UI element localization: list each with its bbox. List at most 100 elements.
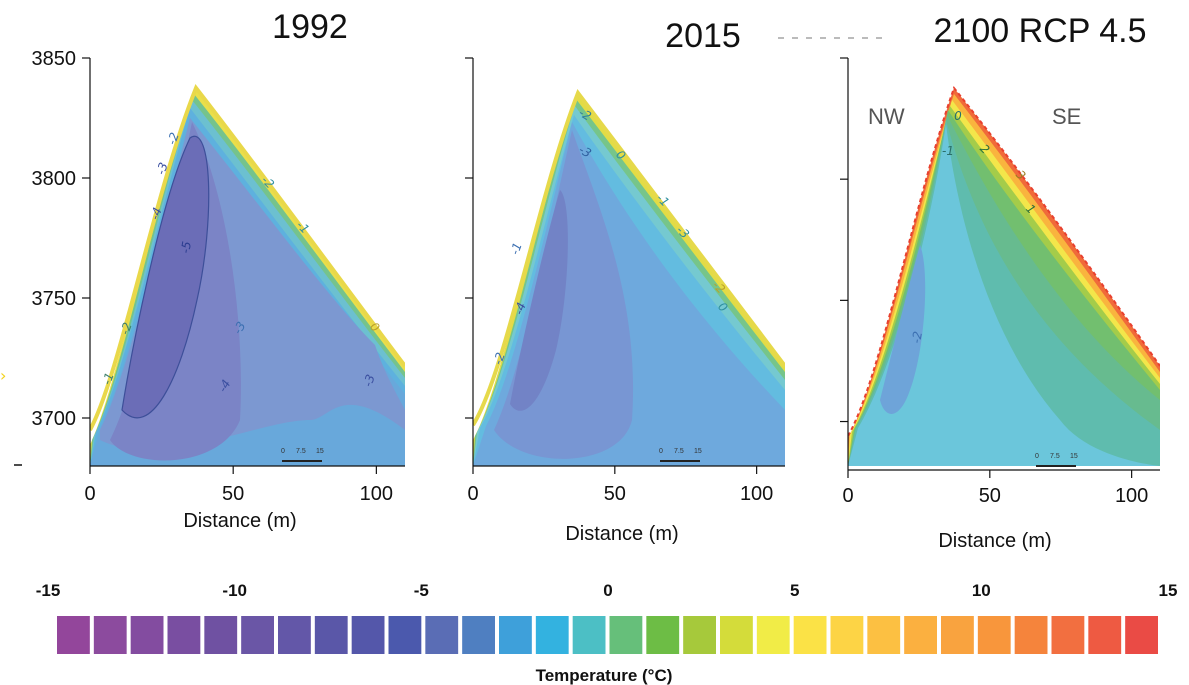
panel-2100: NW SE 0-1 231-2 0 7.5 15 0 50 100 Distance …: [840, 57, 1160, 552]
region-minus1: [848, 124, 1160, 466]
isotherm-label: -1: [508, 241, 525, 257]
panel-1992: -2-3-4-5-4-3-2-10-3-1-2 0 7.5 15 0 50 1003…: [32, 48, 405, 532]
isotherm-label: -2: [118, 321, 135, 337]
scale-bar-label: 7.5: [296, 448, 306, 455]
x-tick-label: 100: [1115, 485, 1148, 507]
y-tick-label: 3750: [32, 288, 77, 310]
isotherm-label: -1: [100, 371, 117, 387]
colorbar-swatch: [241, 616, 274, 654]
scale-bar-label: 7.5: [674, 448, 684, 455]
y-tick-label: 3850: [32, 48, 77, 70]
x-axis-label-2100: Distance (m): [938, 530, 1051, 552]
y-tick-label: 3700: [32, 408, 77, 430]
ground-surface-line: [848, 85, 1160, 437]
colorbar-swatch: [941, 616, 974, 654]
x-tick-label: 0: [842, 485, 853, 507]
y-tick-label: 3800: [32, 168, 77, 190]
colorbar-swatch: [830, 616, 864, 654]
colorbar-tick-label: -15: [36, 581, 61, 600]
x-tick-label: 100: [740, 483, 773, 505]
scale-bar-label: 0: [659, 448, 663, 455]
axes-2015: 0 50 100: [465, 57, 785, 505]
colorbar-swatch: [425, 616, 459, 654]
scale-bar-label: 15: [1070, 453, 1078, 460]
colorbar-swatch: [572, 616, 606, 654]
side-label-se: SE: [1052, 104, 1081, 129]
side-label-nw: NW: [868, 104, 905, 129]
scale-bar-label: 7.5: [1050, 453, 1060, 460]
x-tick-label: 100: [360, 483, 393, 505]
x-tick-label: 50: [604, 483, 626, 505]
colorbar-tick-label: -10: [222, 581, 247, 600]
region-minus4: [510, 190, 568, 411]
colorbar-swatch: [57, 616, 90, 654]
isotherm-label: -2: [491, 351, 508, 367]
x-tick-label: 0: [84, 483, 95, 505]
colorbar-swatch: [499, 616, 532, 654]
colorbar-swatch: [130, 616, 164, 654]
colorbar-tick-label: 15: [1159, 581, 1178, 600]
isotherm-label: -2: [909, 330, 925, 344]
colorbar-swatch: [793, 616, 827, 654]
colorbar-swatch: [278, 616, 311, 654]
isotherm-label: -4: [512, 301, 529, 317]
ground-surface-line: [473, 88, 785, 427]
scale-bar-2100: 0 7.5 15: [1035, 453, 1078, 467]
colorbar: -15 -10 -5 0 5 10 15: [36, 581, 1178, 654]
scale-bar-label: 0: [1035, 453, 1039, 460]
scale-bar-label: 15: [694, 448, 702, 455]
isotherm-label: -4: [148, 206, 165, 222]
colorbar-swatch: [314, 616, 348, 654]
colorbar-swatch: [683, 616, 716, 654]
isotherm-label: -5: [178, 240, 194, 254]
panel-2015: -2-3-4-1-20-1-3-20 0 7.5 15 0 50 100 Dista…: [465, 57, 785, 545]
colorbar-swatch: [720, 616, 753, 654]
colorbar-tick-label: 5: [790, 581, 799, 600]
colorbar-swatch: [388, 616, 422, 654]
x-axis-label-2015: Distance (m): [565, 523, 678, 545]
colorbar-swatch: [351, 616, 385, 654]
panel-title-2015: 2015: [665, 17, 741, 55]
colorbar-swatch: [1125, 616, 1158, 654]
colorbar-swatch: [1051, 616, 1085, 654]
colorbar-swatch: [609, 616, 643, 654]
x-tick-label: 0: [467, 483, 478, 505]
colorbar-swatch: [462, 616, 495, 654]
colorbar-tick-label: 0: [603, 581, 612, 600]
isotherm-label: -1: [942, 144, 954, 158]
scale-bar-2015: 0 7.5 15: [659, 448, 702, 462]
colorbar-swatch: [904, 616, 937, 654]
scale-bar-label: 15: [316, 448, 324, 455]
colorbar-swatch: [867, 616, 901, 654]
x-tick-label: 50: [979, 485, 1001, 507]
panel-title-1992: 1992: [272, 8, 348, 46]
region-minus2: [880, 245, 926, 414]
colorbar-tick-label: 10: [972, 581, 991, 600]
colorbar-swatch: [1014, 616, 1048, 654]
isotherm-label: 0: [954, 109, 962, 123]
scale-bar-1992: 0 7.5 15: [281, 448, 324, 462]
scale-bar-label: 0: [281, 448, 285, 455]
edge-mark: ›: [0, 366, 6, 385]
panel-title-2100: 2100 RCP 4.5: [934, 12, 1147, 50]
colorbar-swatch: [204, 616, 238, 654]
colorbar-swatch: [977, 616, 1011, 654]
isotherm-label: -2: [165, 131, 182, 147]
isotherm-label: -3: [361, 373, 378, 389]
x-axis-label-1992: Distance (m): [183, 510, 296, 532]
colorbar-tick-label: -5: [414, 581, 429, 600]
ground-surface-line: [90, 84, 405, 431]
colorbar-swatch: [167, 616, 201, 654]
colorbar-swatch: [1088, 616, 1122, 654]
colorbar-swatch: [93, 616, 127, 654]
axes-2100: 0 50 100: [840, 57, 1160, 507]
colorbar-swatch: [535, 616, 569, 654]
x-tick-label: 50: [222, 483, 244, 505]
axes-1992: 0 50 100 3700 3750 3800 3850: [32, 48, 405, 505]
colorbar-swatch: [646, 616, 680, 654]
region-minus5: [121, 135, 210, 419]
colorbar-swatch: [756, 616, 790, 654]
colorbar-title: Temperature (°C): [536, 666, 673, 685]
isotherm-label: -3: [154, 161, 171, 177]
